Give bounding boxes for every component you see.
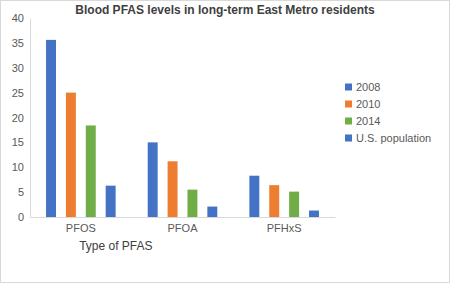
x-axis-line [31,217,336,218]
legend-swatch [345,118,352,125]
legend-item: 2010 [345,98,380,110]
y-tick: 0 [18,211,30,223]
legend-swatch [345,84,352,91]
y-tick: 30 [12,62,30,74]
y-tick: 15 [12,136,30,148]
bar [269,185,279,217]
y-axis-line [30,19,31,218]
bar [187,190,197,217]
bar [46,40,56,217]
y-tick-label: 20 [12,112,24,124]
x-tick-label: PFOA [168,222,199,234]
chart-frame [1,1,450,283]
bar [207,207,217,217]
legend-swatch [345,101,352,108]
legend-label: 2010 [356,98,380,110]
legend-swatch [345,135,352,142]
legend-item: U.S. population [345,132,431,144]
y-tick-label: 15 [12,136,24,148]
legend-label: 2014 [356,115,380,127]
bar [106,186,116,217]
title: Blood PFAS levels in long-term East Metr… [75,3,375,17]
legend-label: U.S. population [356,132,431,144]
y-tick: 35 [12,37,30,49]
y-tick: 25 [12,87,30,99]
chart: Blood PFAS levels in long-term East Metr… [0,0,450,283]
bar [289,192,299,217]
x-tick-label: PFOS [66,222,96,234]
plot: 0 5 10 15 20 25 30 35 40 PFOS PFOA PFHxS [12,12,336,234]
x-tick: PFHxS [267,217,302,234]
bar [66,93,76,217]
bar [148,142,158,217]
bar [249,176,259,217]
y-tick-label: 10 [12,161,24,173]
y-tick: 20 [12,112,30,124]
y-tick-label: 30 [12,62,24,74]
legend: 2008 2010 2014 U.S. population [345,81,431,144]
bar [86,125,96,217]
y-tick-label: 35 [12,37,24,49]
y-tick-label: 40 [12,12,24,24]
y-tick: 40 [12,12,30,24]
x-tick-label: PFHxS [267,222,302,234]
x-tick: PFOA [168,217,199,234]
y-tick-label: 5 [18,186,24,198]
y-tick: 5 [18,186,30,198]
y-tick-label: 25 [12,87,24,99]
y-tick: 10 [12,161,30,173]
x-tick: PFOS [66,217,96,234]
x-axis: PFOS PFOA PFHxS [31,217,336,234]
x-axis-title: Type of PFAS [79,239,152,253]
bar [309,211,319,217]
y-tick-label: 0 [18,211,24,223]
bar [168,161,178,217]
y-axis: 0 5 10 15 20 25 30 35 40 [12,12,31,223]
bars [46,40,319,217]
legend-item: 2008 [345,81,380,93]
legend-label: 2008 [356,81,380,93]
legend-item: 2014 [345,115,380,127]
